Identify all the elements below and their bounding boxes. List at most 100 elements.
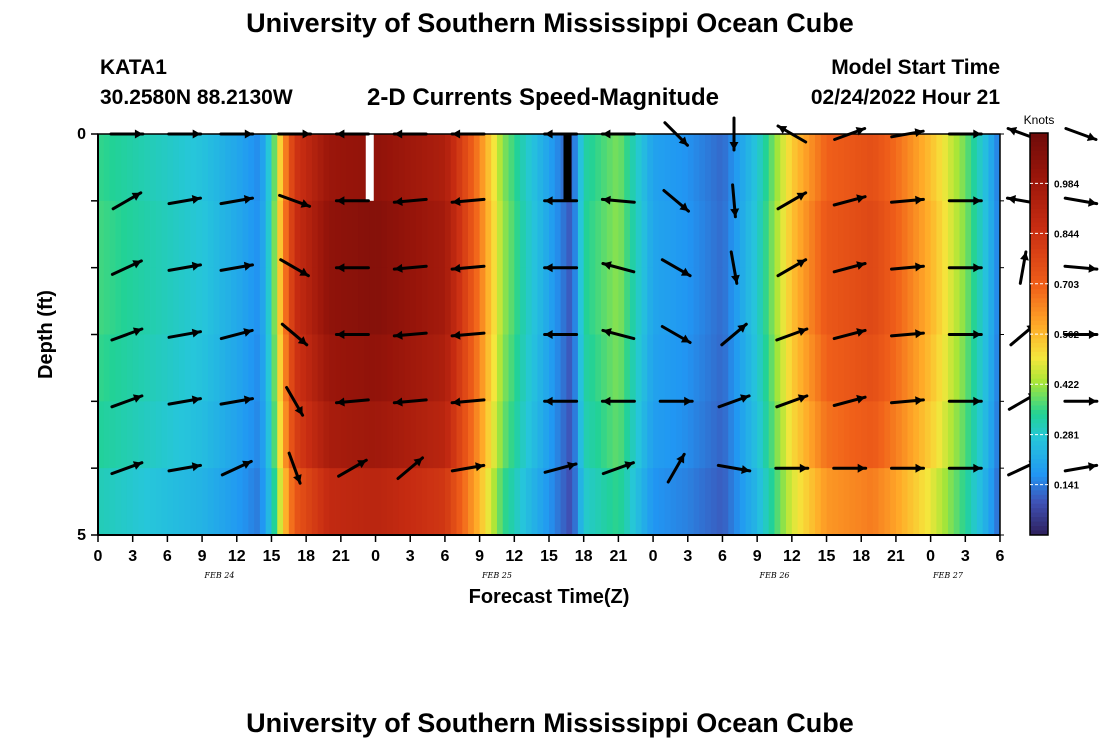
- heatmap-cell: [190, 401, 197, 469]
- heatmap-cell: [757, 267, 764, 335]
- heatmap-cell: [566, 267, 573, 335]
- colorbar-segment: [1030, 414, 1048, 420]
- heatmap-cell: [358, 334, 365, 402]
- heatmap-cell: [554, 401, 561, 469]
- heatmap-cell: [907, 401, 914, 469]
- heatmap-cell: [404, 334, 411, 402]
- colorbar-segment: [1030, 476, 1048, 482]
- heatmap-cell: [641, 468, 648, 536]
- heatmap-cell: [392, 401, 400, 469]
- arrow-head: [336, 263, 345, 273]
- colorbar-segment: [1030, 499, 1048, 505]
- heatmap-cell: [809, 401, 816, 469]
- heatmap-cell: [525, 134, 533, 202]
- colorbar-segment: [1030, 329, 1048, 335]
- heatmap-cell: [647, 267, 654, 335]
- current-vector-arrow: [335, 397, 370, 407]
- heatmap-cell: [462, 468, 469, 536]
- heatmap-cell: [109, 134, 116, 202]
- heatmap-cell: [618, 134, 625, 202]
- heatmap-cell: [855, 134, 862, 202]
- heatmap-cell: [924, 401, 932, 469]
- colorbar-segment: [1030, 468, 1048, 473]
- heatmap-cell: [728, 267, 735, 335]
- heatmap-cell: [248, 468, 255, 536]
- heatmap-cell: [705, 468, 712, 536]
- heatmap-cell: [791, 401, 799, 469]
- heatmap-cell: [820, 134, 827, 202]
- heatmap-cell: [699, 468, 706, 536]
- colorbar-segment: [1030, 463, 1048, 469]
- colorbar-tick-label: 0.703: [1054, 280, 1079, 291]
- heatmap-cell: [462, 200, 469, 269]
- heatmap-cell: [248, 401, 255, 469]
- heatmap-cell: [919, 267, 926, 335]
- heatmap-cell: [121, 134, 128, 202]
- heatmap-cell: [456, 267, 463, 335]
- arrow-head: [915, 463, 924, 473]
- heatmap-cell: [421, 334, 428, 402]
- heatmap-cell: [381, 267, 388, 335]
- heatmap-cell: [641, 334, 648, 402]
- heatmap-cell: [560, 200, 567, 269]
- heatmap-cell: [780, 267, 787, 335]
- current-vector-arrow: [110, 327, 144, 342]
- heatmap-cell: [525, 334, 533, 402]
- heatmap-cell: [890, 134, 897, 202]
- heatmap-cell: [658, 267, 666, 335]
- arrow-head: [243, 195, 253, 204]
- heatmap-cell: [103, 267, 110, 335]
- arrow-head: [855, 127, 865, 136]
- x-tick-label: 3: [683, 548, 692, 565]
- heatmap-cell: [502, 334, 509, 402]
- heatmap-cell: [444, 468, 452, 536]
- heatmap-cell: [699, 334, 706, 402]
- heatmap-cell: [178, 334, 186, 402]
- heatmap-cell: [421, 267, 428, 335]
- heatmap-cell: [560, 334, 567, 402]
- heatmap-cell: [924, 468, 932, 536]
- heatmap-cell: [867, 401, 874, 469]
- heatmap-cell: [670, 468, 677, 536]
- current-vector-arrow: [1063, 196, 1099, 207]
- heatmap-cell: [433, 468, 440, 536]
- heatmap-cell: [109, 200, 116, 269]
- heatmap-cell: [716, 334, 723, 402]
- heatmap-cell: [178, 134, 186, 202]
- heatmap-cell: [895, 134, 903, 202]
- heatmap-cell: [473, 267, 481, 335]
- heatmap-cell: [300, 468, 307, 536]
- heatmap-cell: [300, 334, 307, 402]
- heatmap-cell: [791, 334, 799, 402]
- heatmap-cell: [739, 134, 746, 202]
- heatmap-cell: [537, 334, 544, 402]
- heatmap-cell: [155, 334, 162, 402]
- heatmap-cell: [595, 267, 602, 335]
- heatmap-cell: [976, 468, 984, 536]
- heatmap-cell: [485, 134, 492, 202]
- heatmap-cell: [699, 200, 706, 269]
- heatmap-cell: [138, 468, 145, 536]
- colorbar-segment: [1030, 387, 1048, 393]
- heatmap-cell: [421, 200, 428, 269]
- heatmap-cell: [462, 401, 469, 469]
- heatmap-cell: [658, 401, 666, 469]
- heatmap-cell: [572, 134, 579, 202]
- heatmap-cell: [375, 468, 382, 536]
- current-vector-arrow: [392, 330, 428, 340]
- colorbar-segment: [1030, 503, 1048, 509]
- current-vector-arrow: [1063, 330, 1099, 339]
- current-vector-arrow: [219, 261, 254, 272]
- heatmap-cell: [814, 334, 822, 402]
- heatmap-cell: [294, 334, 301, 402]
- heatmap-cell: [126, 267, 134, 335]
- heatmap-cell: [381, 468, 388, 536]
- heatmap-cell: [242, 267, 249, 335]
- heatmap-cell: [150, 401, 157, 469]
- heatmap-cell: [722, 468, 729, 536]
- heatmap-cell: [346, 468, 353, 536]
- heatmap-cell: [219, 401, 226, 469]
- heatmap-cell: [155, 267, 162, 335]
- heatmap-cell: [624, 134, 631, 202]
- heatmap-cell: [814, 134, 822, 202]
